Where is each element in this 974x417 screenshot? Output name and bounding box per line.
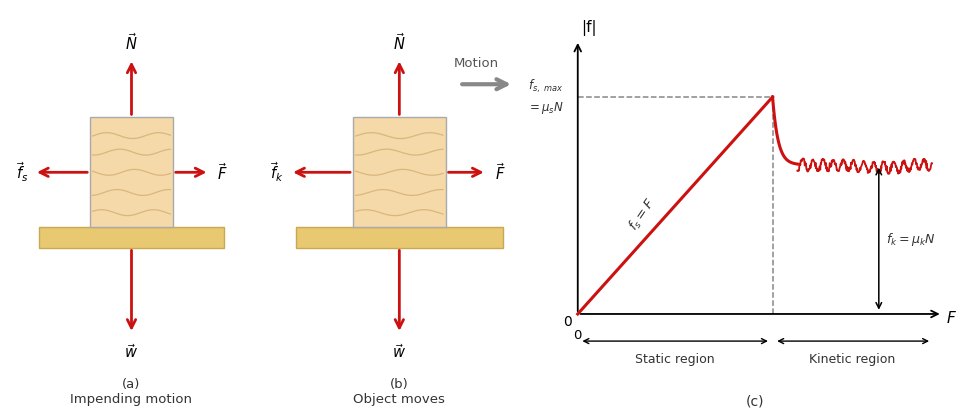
Text: (a)
Impending motion: (a) Impending motion: [70, 378, 193, 406]
Text: $\vec{f}_k$: $\vec{f}_k$: [270, 161, 283, 184]
Text: 0: 0: [563, 315, 572, 329]
Text: $f_s = F$: $f_s = F$: [625, 195, 659, 234]
Text: $\vec{N}$: $\vec{N}$: [393, 32, 405, 53]
Text: |f|: |f|: [581, 20, 597, 36]
FancyBboxPatch shape: [353, 117, 446, 227]
FancyBboxPatch shape: [39, 227, 224, 248]
Text: $f_k = \mu_k N$: $f_k = \mu_k N$: [886, 231, 935, 248]
Text: (c): (c): [746, 394, 764, 409]
FancyBboxPatch shape: [296, 227, 503, 248]
Text: 0: 0: [574, 329, 581, 342]
Text: $\vec{F}$: $\vec{F}$: [217, 162, 227, 183]
Text: Kinetic region: Kinetic region: [809, 353, 895, 366]
Text: $\vec{f}_s$: $\vec{f}_s$: [16, 161, 28, 184]
Text: Static region: Static region: [635, 353, 715, 366]
Text: $\vec{N}$: $\vec{N}$: [126, 32, 137, 53]
Text: $\vec{w}$: $\vec{w}$: [393, 343, 406, 361]
Text: F: F: [946, 311, 955, 326]
Text: $\vec{F}$: $\vec{F}$: [495, 162, 506, 183]
Text: $\vec{w}$: $\vec{w}$: [125, 343, 138, 361]
Text: (b)
Object moves: (b) Object moves: [354, 378, 445, 406]
Text: $f_{s,\ max}$
$= \mu_s N$: $f_{s,\ max}$ $= \mu_s N$: [527, 78, 564, 116]
FancyBboxPatch shape: [90, 117, 173, 227]
Text: Motion: Motion: [454, 57, 499, 70]
